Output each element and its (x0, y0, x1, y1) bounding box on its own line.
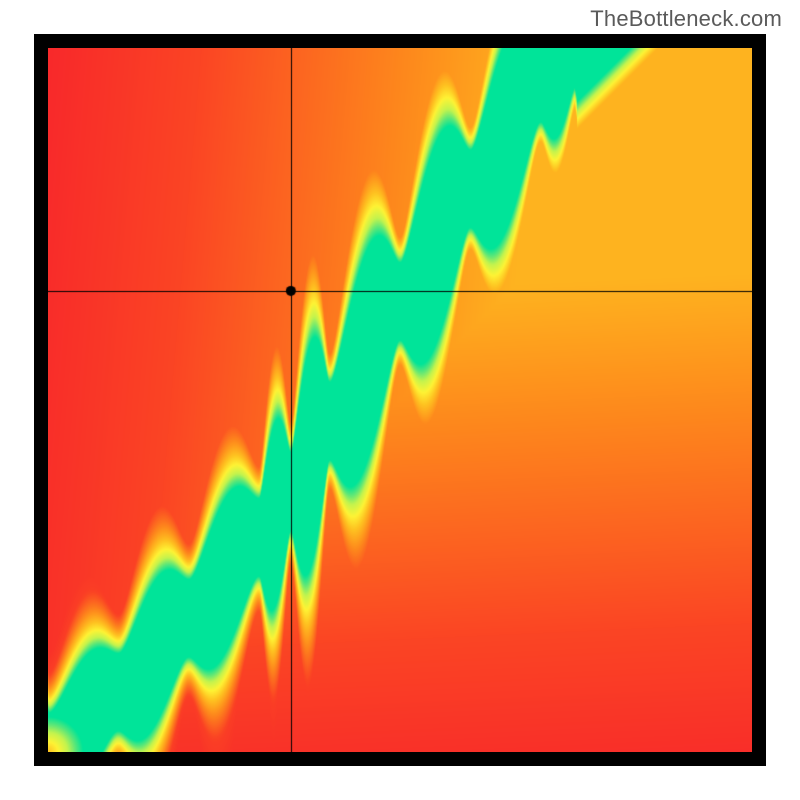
watermark-text: TheBottleneck.com (590, 6, 782, 32)
chart-container: TheBottleneck.com (0, 0, 800, 800)
heatmap-canvas (48, 48, 752, 752)
heatmap-canvas-wrap (48, 48, 752, 752)
